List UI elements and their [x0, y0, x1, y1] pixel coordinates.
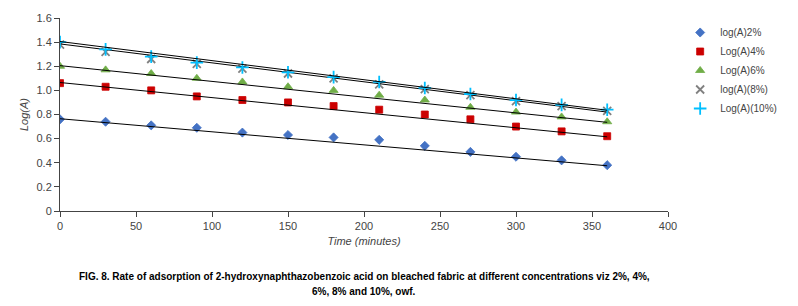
svg-text:0: 0 — [57, 220, 63, 232]
svg-text:50: 50 — [130, 220, 142, 232]
svg-text:6%, 8% and 10%, owf.: 6%, 8% and 10%, owf. — [312, 286, 416, 297]
svg-text:0.8: 0.8 — [37, 108, 52, 120]
svg-text:200: 200 — [355, 220, 373, 232]
svg-text:150: 150 — [279, 220, 297, 232]
svg-text:1.6: 1.6 — [37, 12, 52, 24]
svg-text:300: 300 — [507, 220, 525, 232]
svg-text:Log(A)(10%): Log(A)(10%) — [720, 103, 777, 114]
svg-text:0: 0 — [46, 205, 52, 217]
svg-text:250: 250 — [431, 220, 449, 232]
svg-text:100: 100 — [203, 220, 221, 232]
svg-text:Log(A)4%: Log(A)4% — [720, 46, 765, 57]
svg-text:Log(A)6%: Log(A)6% — [720, 65, 765, 76]
svg-text:FIG. 8. Rate of adsorption of: FIG. 8. Rate of adsorption of 2-hydroxyn… — [79, 271, 650, 282]
svg-text:Log(A): Log(A) — [18, 98, 30, 131]
svg-text:1.2: 1.2 — [37, 60, 52, 72]
svg-text:Time (minutes): Time (minutes) — [327, 235, 401, 247]
svg-text:0.4: 0.4 — [37, 157, 52, 169]
svg-text:350: 350 — [583, 220, 601, 232]
svg-text:400: 400 — [659, 220, 677, 232]
svg-text:0.6: 0.6 — [37, 132, 52, 144]
svg-text:1.0: 1.0 — [37, 84, 52, 96]
svg-text:0.2: 0.2 — [37, 181, 52, 193]
svg-text:log(A)(8%): log(A)(8%) — [720, 84, 768, 95]
svg-text:log(A)2%: log(A)2% — [720, 27, 761, 38]
svg-text:1.4: 1.4 — [37, 36, 52, 48]
